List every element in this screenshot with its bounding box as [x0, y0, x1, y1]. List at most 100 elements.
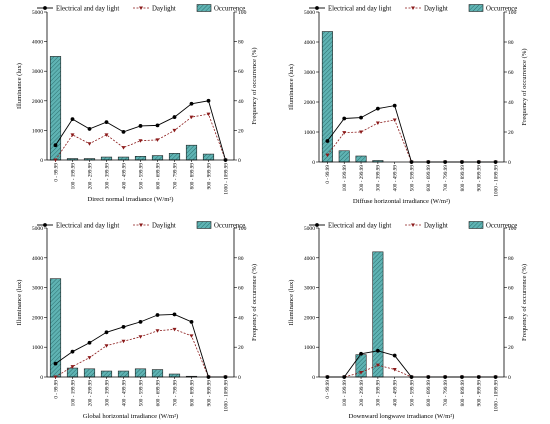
category-label: 700 - 799.99 [172, 163, 178, 190]
category-label: 600 - 699.99 [426, 380, 432, 407]
daylight-point [53, 158, 58, 162]
legend-electrical-label: Electrical and day light [56, 222, 119, 229]
legend-daylight-marker [139, 223, 143, 227]
right-tick-label: 100 [508, 10, 517, 16]
electrical-point [138, 124, 143, 128]
daylight-point [325, 153, 330, 158]
electrical-point [359, 351, 363, 356]
electrical-line [55, 313, 226, 378]
daylight-point [359, 371, 364, 375]
daylight-point [121, 146, 126, 150]
y2-axis-title: Frequency of occurrence (%) [521, 48, 528, 125]
category-label: 300 - 399.99 [104, 380, 110, 407]
occurrence-bar [66, 367, 79, 378]
daylight-point [206, 112, 211, 117]
chart-panel-2: 0 1000 2000 3000 4000 5000 0 20 40 60 80 100 0 - 99.… [288, 4, 528, 205]
category-label: 300 - 399.99 [376, 380, 382, 407]
electrical-point [325, 139, 330, 143]
chart-panel-1: 0 1000 2000 3000 4000 5000 0 20 40 60 80 100 0 - 99.… [16, 4, 258, 203]
right-tick-label: 20 [238, 128, 244, 134]
legend-daylight-label: Daylight [152, 222, 176, 229]
daylight-point [172, 128, 177, 133]
legend-occurrence-swatch [468, 221, 484, 229]
right-tick-label: 40 [238, 99, 244, 105]
legend-daylight-label: Daylight [424, 222, 448, 229]
electrical-point [223, 375, 228, 379]
category-label: 400 - 499.99 [121, 163, 127, 190]
category-label: 900 - 999.99 [477, 380, 483, 407]
electrical-point [342, 116, 347, 121]
daylight-line [327, 119, 496, 163]
legend-electrical-marker [43, 223, 47, 227]
left-tick-label: 4000 [32, 40, 43, 46]
legend-occurrence-swatch [468, 4, 484, 12]
category-label: 200 - 299.99 [359, 380, 365, 407]
right-tick-label: 40 [238, 315, 244, 321]
category-label: 200 - 299.99 [87, 380, 93, 407]
occurrence-bar [185, 144, 198, 161]
left-tick-label: 0 [312, 160, 315, 166]
chart-panel-4: 0 1000 2000 3000 4000 5000 0 20 40 60 80 100 0 - 99.… [288, 221, 528, 420]
daylight-point [342, 131, 347, 135]
daylight-point [53, 375, 58, 379]
occurrence-bar [168, 373, 181, 378]
occurrence-bar [151, 369, 164, 378]
daylight-point [172, 327, 177, 332]
occurrence-bar [355, 155, 367, 163]
category-label: 100 - 199.99 [70, 163, 76, 190]
left-tick-label: 3000 [304, 286, 315, 292]
daylight-point [392, 118, 397, 122]
left-tick-label: 3000 [32, 286, 43, 292]
category-label: 300 - 399.99 [104, 163, 110, 190]
legend-daylight-label: Daylight [424, 5, 448, 12]
category-label: 0 - 99.99 [53, 380, 59, 399]
daylight-point [155, 138, 160, 142]
left-tick-label: 0 [312, 375, 315, 381]
x-axis-title: Global horizontal irradiance (W/m²) [83, 413, 179, 420]
right-tick-label: 20 [238, 345, 244, 351]
electrical-point [493, 160, 498, 164]
y-axis-title: Illuminance (lux) [16, 280, 23, 326]
right-tick-label: 80 [508, 40, 514, 46]
legend-electrical-marker [43, 6, 47, 10]
electrical-point [155, 313, 160, 317]
right-tick-label: 100 [508, 226, 517, 232]
daylight-point [87, 356, 92, 360]
daylight-point [189, 115, 194, 120]
daylight-point [70, 365, 75, 369]
electrical-point [70, 349, 75, 354]
daylight-point [138, 335, 143, 339]
occurrence-bar [372, 251, 384, 378]
category-label: 800 - 899.99 [189, 163, 195, 190]
category-label: 800 - 899.99 [460, 380, 466, 407]
y2-axis-title: Frequency of occurrence (%) [251, 47, 258, 124]
electrical-point [392, 353, 397, 358]
electrical-point [172, 312, 177, 317]
electrical-point [53, 361, 58, 366]
category-label: 600 - 699.99 [426, 165, 432, 192]
daylight-point [104, 344, 109, 348]
electrical-point [172, 115, 177, 119]
category-label: 700 - 799.99 [443, 380, 449, 407]
right-tick-label: 20 [508, 130, 514, 136]
electrical-point [53, 143, 58, 148]
right-tick-label: 100 [238, 226, 247, 232]
occurrence-bar [117, 370, 130, 378]
category-label: 1000 - 1099.99 [223, 380, 229, 412]
category-label: 1000 - 1099.99 [493, 165, 499, 197]
electrical-point [206, 98, 211, 103]
category-label: 500 - 599.99 [138, 163, 144, 190]
electrical-point [189, 101, 194, 106]
electrical-point [443, 160, 448, 164]
left-tick-label: 2000 [304, 315, 315, 321]
occurrence-bar [134, 368, 147, 378]
electrical-point [342, 375, 347, 379]
legend-electrical-label: Electrical and day light [56, 5, 119, 12]
category-label: 700 - 799.99 [172, 380, 178, 407]
legend-occurrence-swatch [196, 4, 212, 12]
electrical-point [138, 319, 143, 324]
category-label: 0 - 99.99 [325, 165, 331, 184]
category-label: 900 - 999.99 [477, 165, 483, 192]
electrical-point [155, 123, 160, 128]
